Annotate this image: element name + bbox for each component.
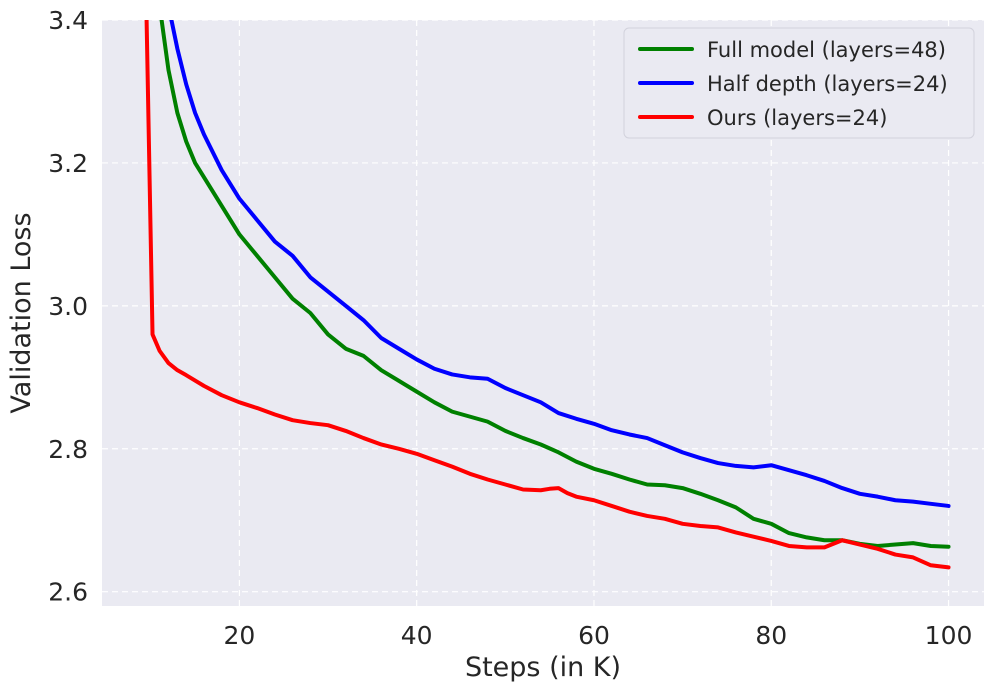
series-line-1 bbox=[159, 20, 951, 549]
legend-label-3: Ours (layers=24) bbox=[707, 106, 887, 130]
legend: Full model (layers=48) Half depth (layers… bbox=[623, 27, 975, 139]
legend-box bbox=[623, 27, 975, 139]
x-tick-label: 60 bbox=[578, 621, 610, 650]
series-line-3 bbox=[144, 20, 951, 570]
tick-labels: 20 40 60 80 100 2.6 2.8 3.0 3.2 3.4 bbox=[48, 6, 972, 650]
x-tick-label: 20 bbox=[223, 621, 255, 650]
y-tick-label: 2.8 bbox=[48, 435, 88, 464]
x-axis-label: Steps (in K) bbox=[465, 652, 621, 683]
y-tick-label: 2.6 bbox=[48, 578, 88, 607]
series-line-2 bbox=[169, 20, 951, 508]
x-tick-label: 80 bbox=[755, 621, 787, 650]
y-tick-label: 3.2 bbox=[48, 149, 88, 178]
grid-lines bbox=[102, 19, 984, 606]
y-tick-label: 3.0 bbox=[48, 292, 88, 321]
series-lines bbox=[144, 20, 951, 570]
y-tick-label: 3.4 bbox=[48, 6, 88, 35]
legend-label-2: Half depth (layers=24) bbox=[707, 72, 948, 96]
x-tick-label: 100 bbox=[925, 621, 973, 650]
y-axis-label: Validation Loss bbox=[6, 212, 37, 413]
legend-label-1: Full model (layers=48) bbox=[707, 38, 946, 62]
x-tick-label: 40 bbox=[401, 621, 433, 650]
